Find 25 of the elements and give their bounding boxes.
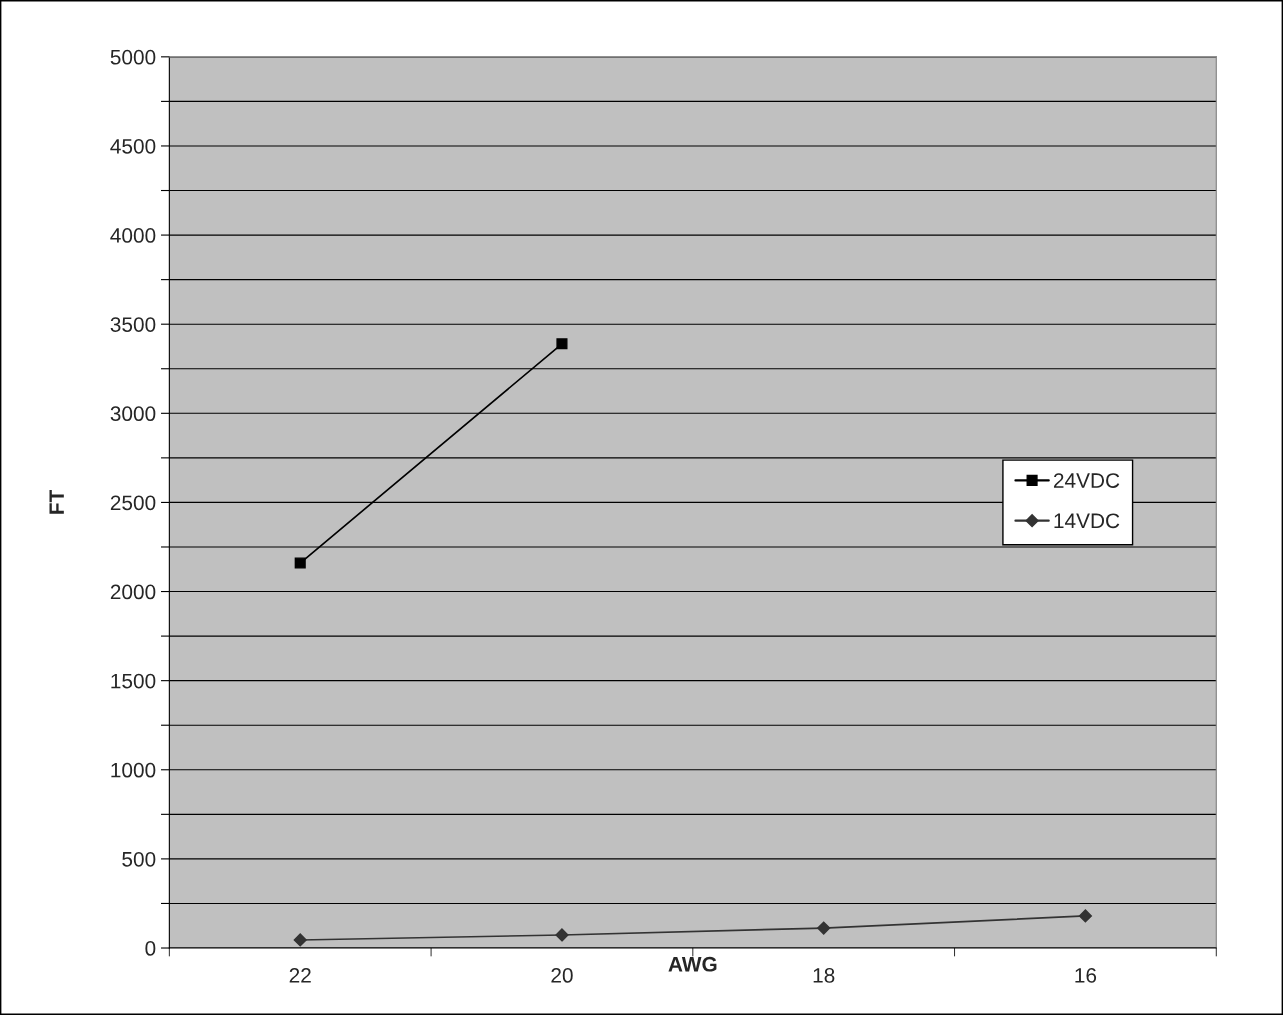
y-tick-label: 0: [145, 941, 156, 956]
y-tick-label: 2000: [110, 584, 156, 600]
point: [293, 933, 307, 947]
y-tick-label: 1000: [111, 762, 156, 778]
x-axis-title: AWG: [668, 956, 717, 972]
x-tick-label: 16: [1075, 968, 1097, 983]
y-tick-label: 3500: [110, 317, 156, 332]
y-tick-label: 1500: [111, 673, 156, 689]
legend-label: 24VDC: [1053, 473, 1120, 488]
y-axis-title: FT: [49, 489, 64, 514]
y-tick-label: 4000: [110, 228, 156, 243]
point: [817, 921, 831, 935]
y-tick-label: 2500: [110, 495, 156, 511]
legend-label: 14VDC: [1054, 513, 1120, 529]
x-tick-label: 18: [813, 968, 835, 983]
point: [555, 928, 569, 942]
y-tick-label: 3000: [110, 406, 156, 422]
point: [294, 557, 306, 569]
y-tick-label: 500: [122, 851, 156, 867]
point: [556, 338, 568, 350]
y-tick-label: 4500: [110, 138, 156, 154]
x-tick-label: 22: [289, 968, 311, 983]
y-tick-label: 5000: [110, 49, 156, 65]
x-tick-label: 20: [551, 968, 573, 983]
point: [1078, 909, 1093, 923]
